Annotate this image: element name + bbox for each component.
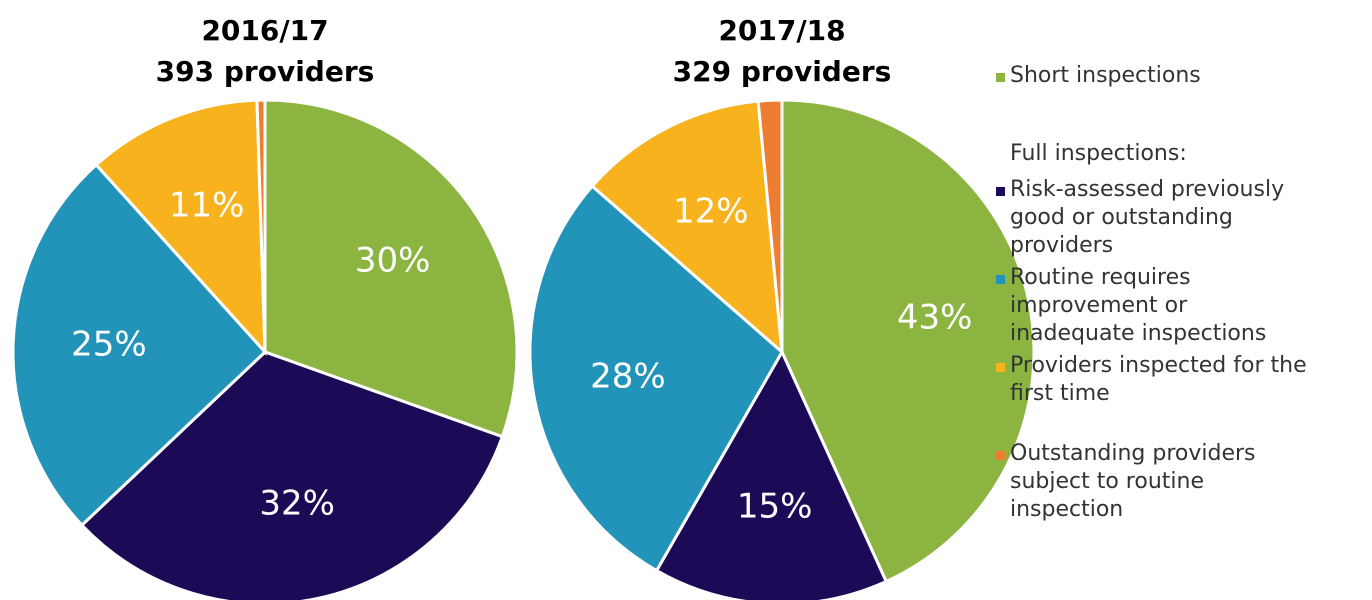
pie-slice (255, 98, 267, 353)
data-label: 25% (71, 324, 147, 364)
legend-label: Providers inspected for the first time (1010, 353, 1307, 406)
chart-subtitle: 393 providers (156, 55, 375, 88)
data-label: 15% (737, 487, 813, 527)
pie-slice (263, 98, 519, 439)
legend-item: Providers inspected for the first time (996, 352, 1310, 408)
data-label: 12% (673, 191, 749, 231)
legend-heading: Full inspections: (1010, 141, 1187, 166)
pie-slice (756, 98, 784, 353)
pie-slice (11, 162, 268, 528)
chart-title: 2016/17 (201, 14, 328, 47)
data-label: 32% (259, 483, 335, 523)
legend-item: Outstanding providers subject to routine… (996, 440, 1310, 524)
legend-swatch (996, 187, 1005, 196)
chart-subtitle: 329 providers (673, 55, 892, 88)
pie-slice (528, 184, 784, 573)
data-label: 28% (590, 356, 666, 396)
chart-title: 2017/18 (718, 14, 845, 47)
pie-slice (79, 350, 505, 600)
legend-label: Routine requires improvement or inadequa… (1010, 265, 1267, 346)
legend-swatch (996, 275, 1005, 284)
data-label: 30% (355, 240, 431, 280)
pie-slice (654, 348, 889, 600)
pie-slice (94, 98, 267, 357)
legend-swatch (996, 451, 1005, 460)
legend-item: Routine requires improvement or inadequa… (996, 264, 1310, 348)
pie-slice (780, 98, 1036, 584)
legend-item: Risk-assessed previously good or outstan… (996, 176, 1310, 260)
pie-slice (590, 99, 784, 356)
legend-swatch (996, 73, 1005, 82)
data-label: 11% (169, 186, 245, 226)
legend-label: Outstanding providers subject to routine… (1010, 441, 1256, 522)
data-label: 43% (897, 297, 973, 337)
legend-label: Short inspections (1010, 63, 1201, 88)
legend-item: Short inspections (996, 62, 1360, 90)
legend-label: Risk-assessed previously good or outstan… (1010, 177, 1285, 258)
legend-swatch (996, 363, 1005, 372)
